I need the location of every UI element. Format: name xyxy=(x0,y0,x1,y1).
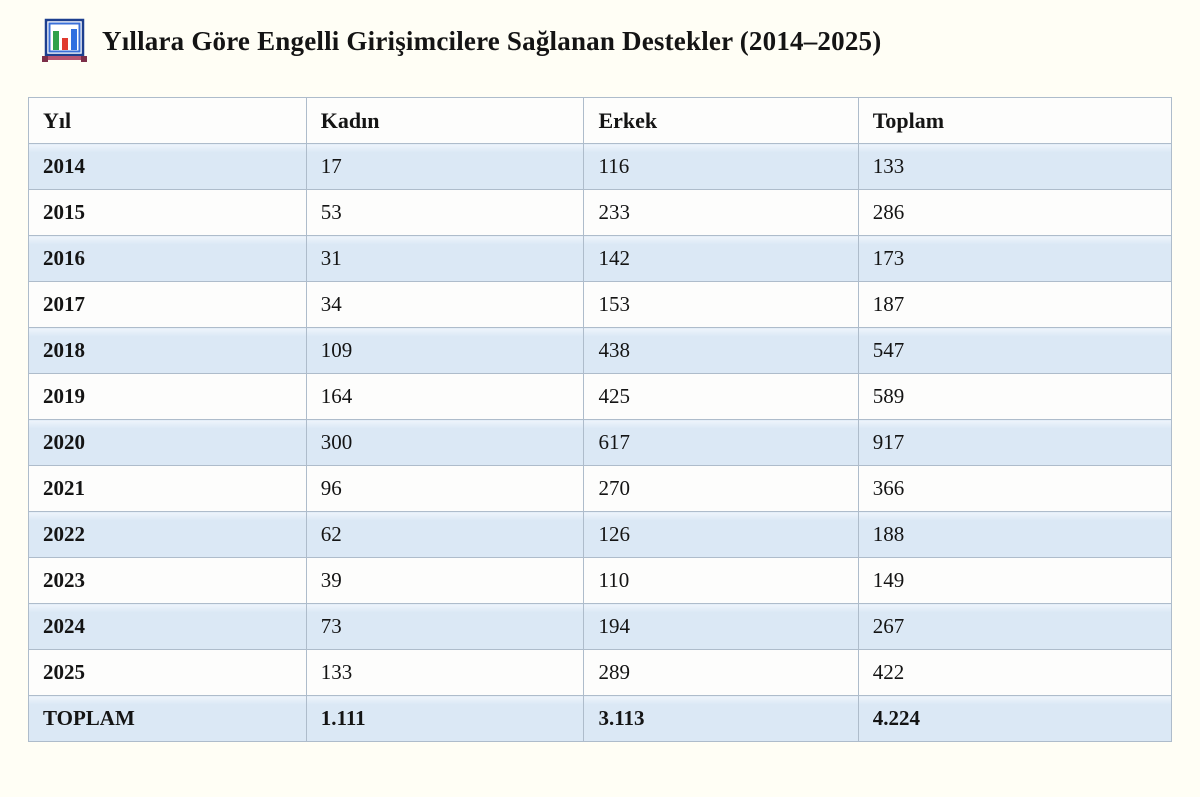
cell-yil: 2019 xyxy=(28,373,307,420)
cell-yil: 2016 xyxy=(28,235,307,282)
column-header-erkek: Erkek xyxy=(583,97,859,144)
cell-yil: 2020 xyxy=(28,419,307,466)
cell-kadin: 164 xyxy=(305,373,585,420)
table-row: 2020 300 617 917 xyxy=(28,419,1173,466)
cell-erkek: 270 xyxy=(583,465,859,512)
cell-yil: 2023 xyxy=(28,557,307,604)
cell-yil: 2022 xyxy=(28,511,307,558)
table-row: 2017 34 153 187 xyxy=(28,281,1173,328)
cell-toplam: 267 xyxy=(857,603,1173,650)
table-row: 2016 31 142 173 xyxy=(28,235,1173,282)
cell-erkek: 153 xyxy=(583,281,859,328)
table-header-row: Yıl Kadın Erkek Toplam xyxy=(28,97,1173,144)
column-header-yil: Yıl xyxy=(28,97,307,144)
cell-toplam: 917 xyxy=(857,419,1173,466)
cell-yil: 2014 xyxy=(28,143,307,190)
table-row: 2018 109 438 547 xyxy=(28,327,1173,374)
cell-kadin: 62 xyxy=(305,511,585,558)
cell-kadin: 39 xyxy=(305,557,585,604)
cell-toplam: 173 xyxy=(857,235,1173,282)
column-header-kadin: Kadın xyxy=(305,97,585,144)
cell-yil: 2015 xyxy=(28,189,307,236)
table-row: 2023 39 110 149 xyxy=(28,557,1173,604)
cell-kadin: 109 xyxy=(305,327,585,374)
table-row: 2014 17 116 133 xyxy=(28,143,1173,190)
cell-yil: 2024 xyxy=(28,603,307,650)
page-title-bar: Yıllara Göre Engelli Girişimcilere Sağla… xyxy=(40,18,881,64)
cell-kadin: 53 xyxy=(305,189,585,236)
cell-total-erkek: 3.113 xyxy=(583,695,859,742)
table-row: 2022 62 126 188 xyxy=(28,511,1173,558)
table-row: 2019 164 425 589 xyxy=(28,373,1173,420)
cell-toplam: 133 xyxy=(857,143,1173,190)
cell-total-toplam: 4.224 xyxy=(857,695,1173,742)
bar-chart-icon xyxy=(40,18,90,64)
table-row: 2015 53 233 286 xyxy=(28,189,1173,236)
cell-toplam: 188 xyxy=(857,511,1173,558)
cell-yil: 2025 xyxy=(28,649,307,696)
cell-yil: 2018 xyxy=(28,327,307,374)
cell-total-label: TOPLAM xyxy=(28,695,307,742)
cell-kadin: 133 xyxy=(305,649,585,696)
cell-toplam: 589 xyxy=(857,373,1173,420)
cell-yil: 2017 xyxy=(28,281,307,328)
table-total-row: TOPLAM 1.111 3.113 4.224 xyxy=(28,695,1173,742)
cell-erkek: 425 xyxy=(583,373,859,420)
cell-toplam: 547 xyxy=(857,327,1173,374)
cell-yil: 2021 xyxy=(28,465,307,512)
cell-erkek: 110 xyxy=(583,557,859,604)
cell-kadin: 34 xyxy=(305,281,585,328)
cell-kadin: 31 xyxy=(305,235,585,282)
column-header-toplam: Toplam xyxy=(857,97,1173,144)
cell-toplam: 286 xyxy=(857,189,1173,236)
cell-erkek: 289 xyxy=(583,649,859,696)
table-row: 2021 96 270 366 xyxy=(28,465,1173,512)
table-row: 2024 73 194 267 xyxy=(28,603,1173,650)
cell-toplam: 366 xyxy=(857,465,1173,512)
cell-toplam: 422 xyxy=(857,649,1173,696)
cell-kadin: 73 xyxy=(305,603,585,650)
cell-kadin: 300 xyxy=(305,419,585,466)
cell-erkek: 438 xyxy=(583,327,859,374)
support-table: Yıl Kadın Erkek Toplam 2014 17 116 133 2… xyxy=(28,97,1173,742)
cell-erkek: 617 xyxy=(583,419,859,466)
table-row: 2025 133 289 422 xyxy=(28,649,1173,696)
cell-total-kadin: 1.111 xyxy=(305,695,585,742)
cell-toplam: 187 xyxy=(857,281,1173,328)
page-title: Yıllara Göre Engelli Girişimcilere Sağla… xyxy=(102,25,882,56)
cell-erkek: 142 xyxy=(583,235,859,282)
cell-erkek: 233 xyxy=(583,189,859,236)
cell-erkek: 126 xyxy=(583,511,859,558)
cell-kadin: 17 xyxy=(305,143,585,190)
cell-kadin: 96 xyxy=(305,465,585,512)
cell-toplam: 149 xyxy=(857,557,1173,604)
cell-erkek: 116 xyxy=(583,143,859,190)
cell-erkek: 194 xyxy=(583,603,859,650)
